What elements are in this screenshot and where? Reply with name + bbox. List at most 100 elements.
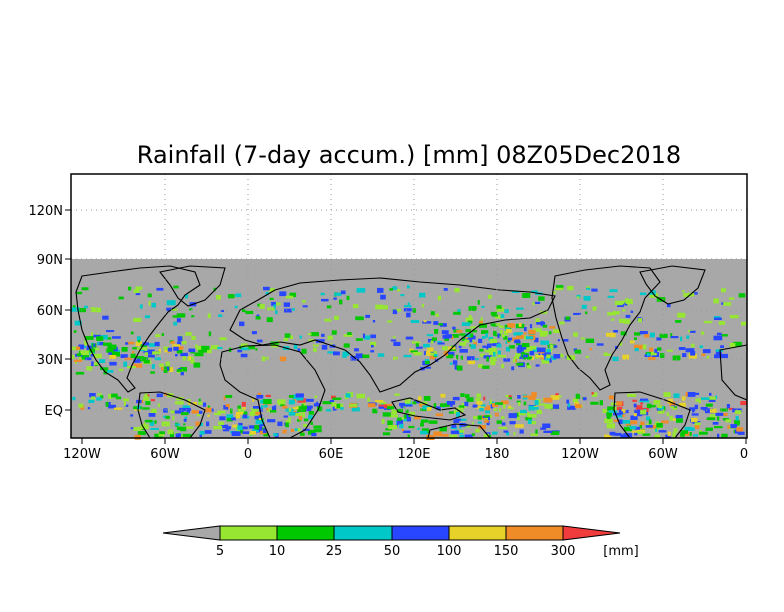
rain-cell xyxy=(449,362,453,365)
rain-cell xyxy=(516,335,525,339)
rain-cell xyxy=(185,294,189,299)
rain-cell xyxy=(273,302,281,306)
rain-cell xyxy=(489,338,498,344)
rain-cell xyxy=(517,416,520,421)
rain-cell xyxy=(535,318,540,324)
rain-cell xyxy=(651,290,656,293)
rain-cell xyxy=(496,343,502,348)
rain-cell xyxy=(75,360,77,364)
rain-cell xyxy=(535,355,544,358)
rain-cell xyxy=(535,429,538,434)
rain-cell xyxy=(614,300,623,306)
rain-cell xyxy=(241,309,246,313)
rain-cell xyxy=(456,411,460,417)
rain-cell xyxy=(90,396,96,400)
rain-cell xyxy=(206,421,210,427)
rain-cell xyxy=(690,418,698,422)
rain-cell xyxy=(445,334,453,338)
rain-cell xyxy=(633,344,643,350)
rain-cell xyxy=(519,429,524,434)
rain-cell xyxy=(173,346,179,351)
rain-cell xyxy=(307,429,316,435)
rain-cell xyxy=(505,394,511,398)
rain-cell xyxy=(355,316,364,321)
colorbar-label: 100 xyxy=(437,544,462,559)
rain-cell xyxy=(621,409,627,413)
rain-cell xyxy=(207,414,210,417)
rain-cell xyxy=(133,427,142,431)
rain-cell xyxy=(567,403,570,408)
rain-cell xyxy=(159,363,164,368)
rain-cell xyxy=(680,336,683,342)
rain-cell xyxy=(114,407,123,410)
rain-cell xyxy=(480,404,486,407)
rain-cell xyxy=(75,346,81,350)
rain-cell xyxy=(239,321,245,327)
rain-cell xyxy=(415,346,423,349)
rain-cell xyxy=(139,348,148,352)
rain-cell xyxy=(346,295,350,301)
rain-cell xyxy=(634,432,638,436)
rain-cell xyxy=(292,307,295,311)
rain-cell xyxy=(682,290,685,293)
rain-cell xyxy=(459,342,467,346)
rain-cell xyxy=(504,309,509,314)
rain-cell xyxy=(403,308,413,312)
rain-cell xyxy=(619,318,627,323)
coast-north-america xyxy=(75,265,201,393)
rain-cell xyxy=(196,345,205,351)
rain-cell xyxy=(387,320,393,323)
rain-cell xyxy=(345,393,351,398)
rain-cell xyxy=(468,315,472,320)
rain-cell xyxy=(503,336,508,340)
rain-cell xyxy=(690,330,696,333)
rain-cell xyxy=(427,344,430,348)
rain-cell xyxy=(486,356,489,362)
rain-cell xyxy=(701,353,706,357)
rain-cell xyxy=(245,310,254,314)
rain-cell xyxy=(375,400,384,403)
rain-cell xyxy=(536,322,546,325)
rain-cell xyxy=(476,401,483,405)
rain-cell xyxy=(321,344,328,350)
rain-cell xyxy=(161,333,164,336)
rain-cell xyxy=(464,401,469,407)
rain-cell xyxy=(327,351,337,354)
rain-cell xyxy=(627,393,637,397)
rain-cell xyxy=(607,295,615,298)
rain-cell xyxy=(528,396,536,400)
rain-cell xyxy=(123,401,126,407)
rain-cell xyxy=(174,410,184,414)
rain-cell xyxy=(403,354,412,358)
rain-cell xyxy=(404,404,413,407)
rain-cell xyxy=(472,404,478,408)
rain-cell xyxy=(716,416,720,421)
rain-cell xyxy=(636,412,643,417)
rain-cell xyxy=(78,344,85,349)
rain-cell xyxy=(705,403,713,407)
rain-cell xyxy=(723,413,728,416)
rain-cell xyxy=(492,324,498,327)
y-axis-labels: 120N 90N 60N 30N EQ xyxy=(28,204,63,419)
rain-cell xyxy=(507,323,516,328)
rain-cell xyxy=(355,338,363,341)
rain-cell xyxy=(140,424,149,430)
rain-cell xyxy=(306,398,314,402)
rain-cell xyxy=(730,424,737,429)
rain-cell xyxy=(602,408,608,414)
rain-cell xyxy=(372,408,378,414)
rain-cell xyxy=(484,415,491,418)
rain-cell xyxy=(470,340,475,343)
rain-cell xyxy=(639,400,645,403)
rain-cell xyxy=(693,434,698,437)
rain-cell xyxy=(623,426,632,432)
rain-cell xyxy=(336,403,341,409)
rain-cell xyxy=(479,353,485,357)
rain-cell xyxy=(493,408,498,412)
rain-cell xyxy=(419,292,426,298)
rain-cell xyxy=(714,354,720,359)
rain-cell xyxy=(513,332,522,336)
rain-cell xyxy=(140,344,147,347)
rain-cell xyxy=(265,291,269,296)
rain-cell xyxy=(385,428,393,431)
